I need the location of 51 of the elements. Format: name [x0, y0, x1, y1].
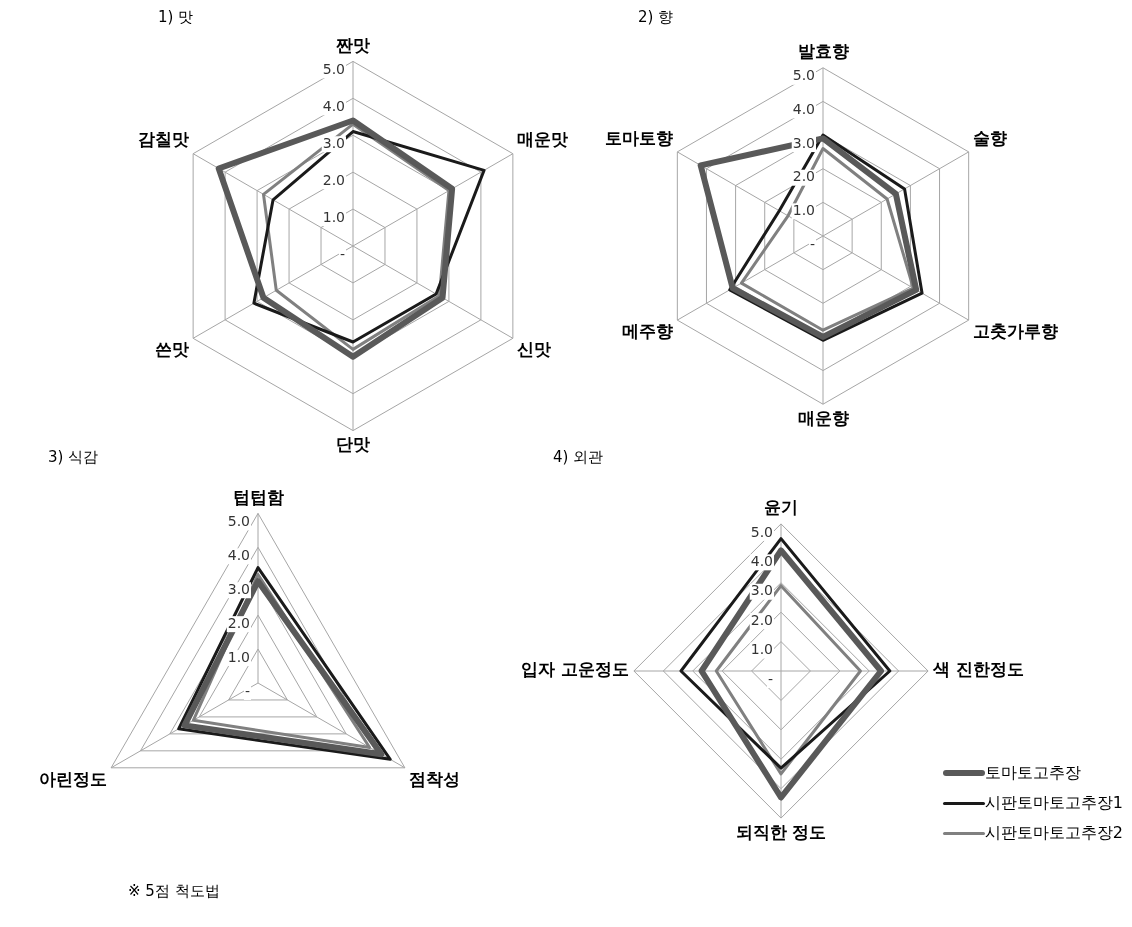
y-tick-label: 1.0	[750, 641, 773, 658]
spoke-label: 신맛	[517, 339, 552, 360]
spoke-label: 메주향	[622, 321, 673, 342]
chart-title: 2) 향	[638, 8, 674, 27]
legend-label: 시판토마토고추장2	[984, 822, 1123, 844]
y-tick-label: 3.0	[792, 134, 815, 151]
spoke-label: 윤기	[764, 497, 798, 518]
y-tick-label: 3.0	[322, 134, 345, 151]
text: ※ 5점 척도법	[128, 882, 220, 901]
spoke-label: 발효향	[797, 41, 849, 62]
spoke-label: 술향	[973, 127, 1007, 148]
y-tick-label: -	[809, 235, 815, 252]
y-tick-label: 4.0	[322, 97, 345, 114]
spoke-label: 쓴맛	[154, 339, 189, 360]
y-tick-label: 1.0	[322, 208, 345, 225]
y-tick-label: 2.0	[792, 168, 815, 185]
y-tick-label: 1.0	[227, 648, 250, 665]
spoke-label: 매운향	[797, 407, 849, 428]
y-tick-label: 4.0	[792, 101, 815, 118]
y-tick-label: 5.0	[227, 513, 250, 530]
spoke-label: 텁텁함	[232, 486, 284, 507]
spoke-label: 아린정도	[38, 768, 107, 789]
y-tick-label: -	[339, 245, 345, 262]
y-tick-label: 5.0	[792, 67, 815, 84]
y-tick-label: 3.0	[227, 580, 250, 597]
y-tick-label: 2.0	[322, 171, 345, 188]
spoke-label: 감칠맛	[137, 129, 189, 150]
y-tick-label: -	[244, 682, 250, 699]
chart-title: 3) 식감	[48, 448, 99, 467]
spoke-label: 입자 고운정도	[521, 659, 629, 680]
spoke-label: 토마토향	[605, 127, 673, 148]
y-tick-label: 1.0	[792, 202, 815, 218]
spoke-label: 고춧가루향	[973, 321, 1058, 342]
spoke-label: 단맛	[336, 434, 370, 455]
spoke-label: 짠맛	[336, 34, 370, 55]
spoke-label: 색 진한정도	[932, 659, 1024, 680]
spoke-label: 매운맛	[517, 129, 569, 150]
spoke-label: 되직한 정도	[735, 821, 827, 842]
y-tick-label: 2.0	[750, 611, 773, 628]
y-tick-label: 4.0	[227, 546, 250, 563]
y-tick-label: 5.0	[322, 61, 345, 78]
chart-title: 1) 맛	[158, 8, 194, 27]
y-tick-label: 5.0	[750, 523, 773, 540]
legend-label: 토마토고추장	[984, 762, 1081, 784]
y-tick-label: 4.0	[750, 552, 773, 569]
y-tick-label: 2.0	[227, 614, 250, 631]
legend-label: 시판토마토고추장1	[984, 792, 1123, 814]
y-tick-label: -	[767, 670, 773, 687]
y-tick-label: 3.0	[750, 582, 773, 599]
chart-title: 4) 외관	[553, 448, 604, 467]
spoke-label: 점착성	[409, 768, 461, 789]
